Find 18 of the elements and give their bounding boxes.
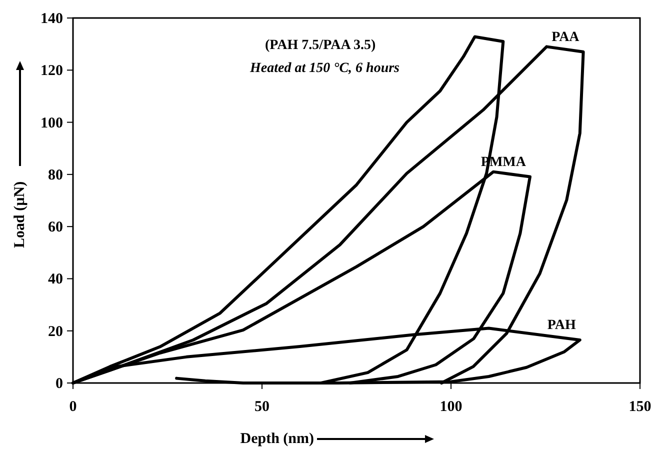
series-label: PAH xyxy=(547,318,576,333)
y-tick-label: 40 xyxy=(48,272,63,288)
y-tick-label: 120 xyxy=(40,63,63,80)
x-tick-label: 0 xyxy=(69,399,77,415)
y-tick-label: 0 xyxy=(56,376,63,392)
x-tick-label: 50 xyxy=(254,399,270,415)
y-tick-label: 100 xyxy=(40,115,63,132)
y-tick-label: 60 xyxy=(48,220,63,236)
annotation: (PAH 7.5/PAA 3.5) xyxy=(265,38,376,53)
annotation: Heated at 150 °C, 6 hours xyxy=(249,61,400,76)
y-tick-label: 80 xyxy=(48,167,63,184)
y-axis-title: Load (µN) xyxy=(12,181,28,248)
series-label: PAA xyxy=(552,30,580,45)
x-tick-label: 150 xyxy=(628,399,652,415)
y-tick-label: 140 xyxy=(40,11,63,27)
x-tick-label: 100 xyxy=(440,399,462,415)
y-tick-label: 20 xyxy=(48,324,63,340)
x-axis-title: Depth (nm) xyxy=(240,431,314,447)
